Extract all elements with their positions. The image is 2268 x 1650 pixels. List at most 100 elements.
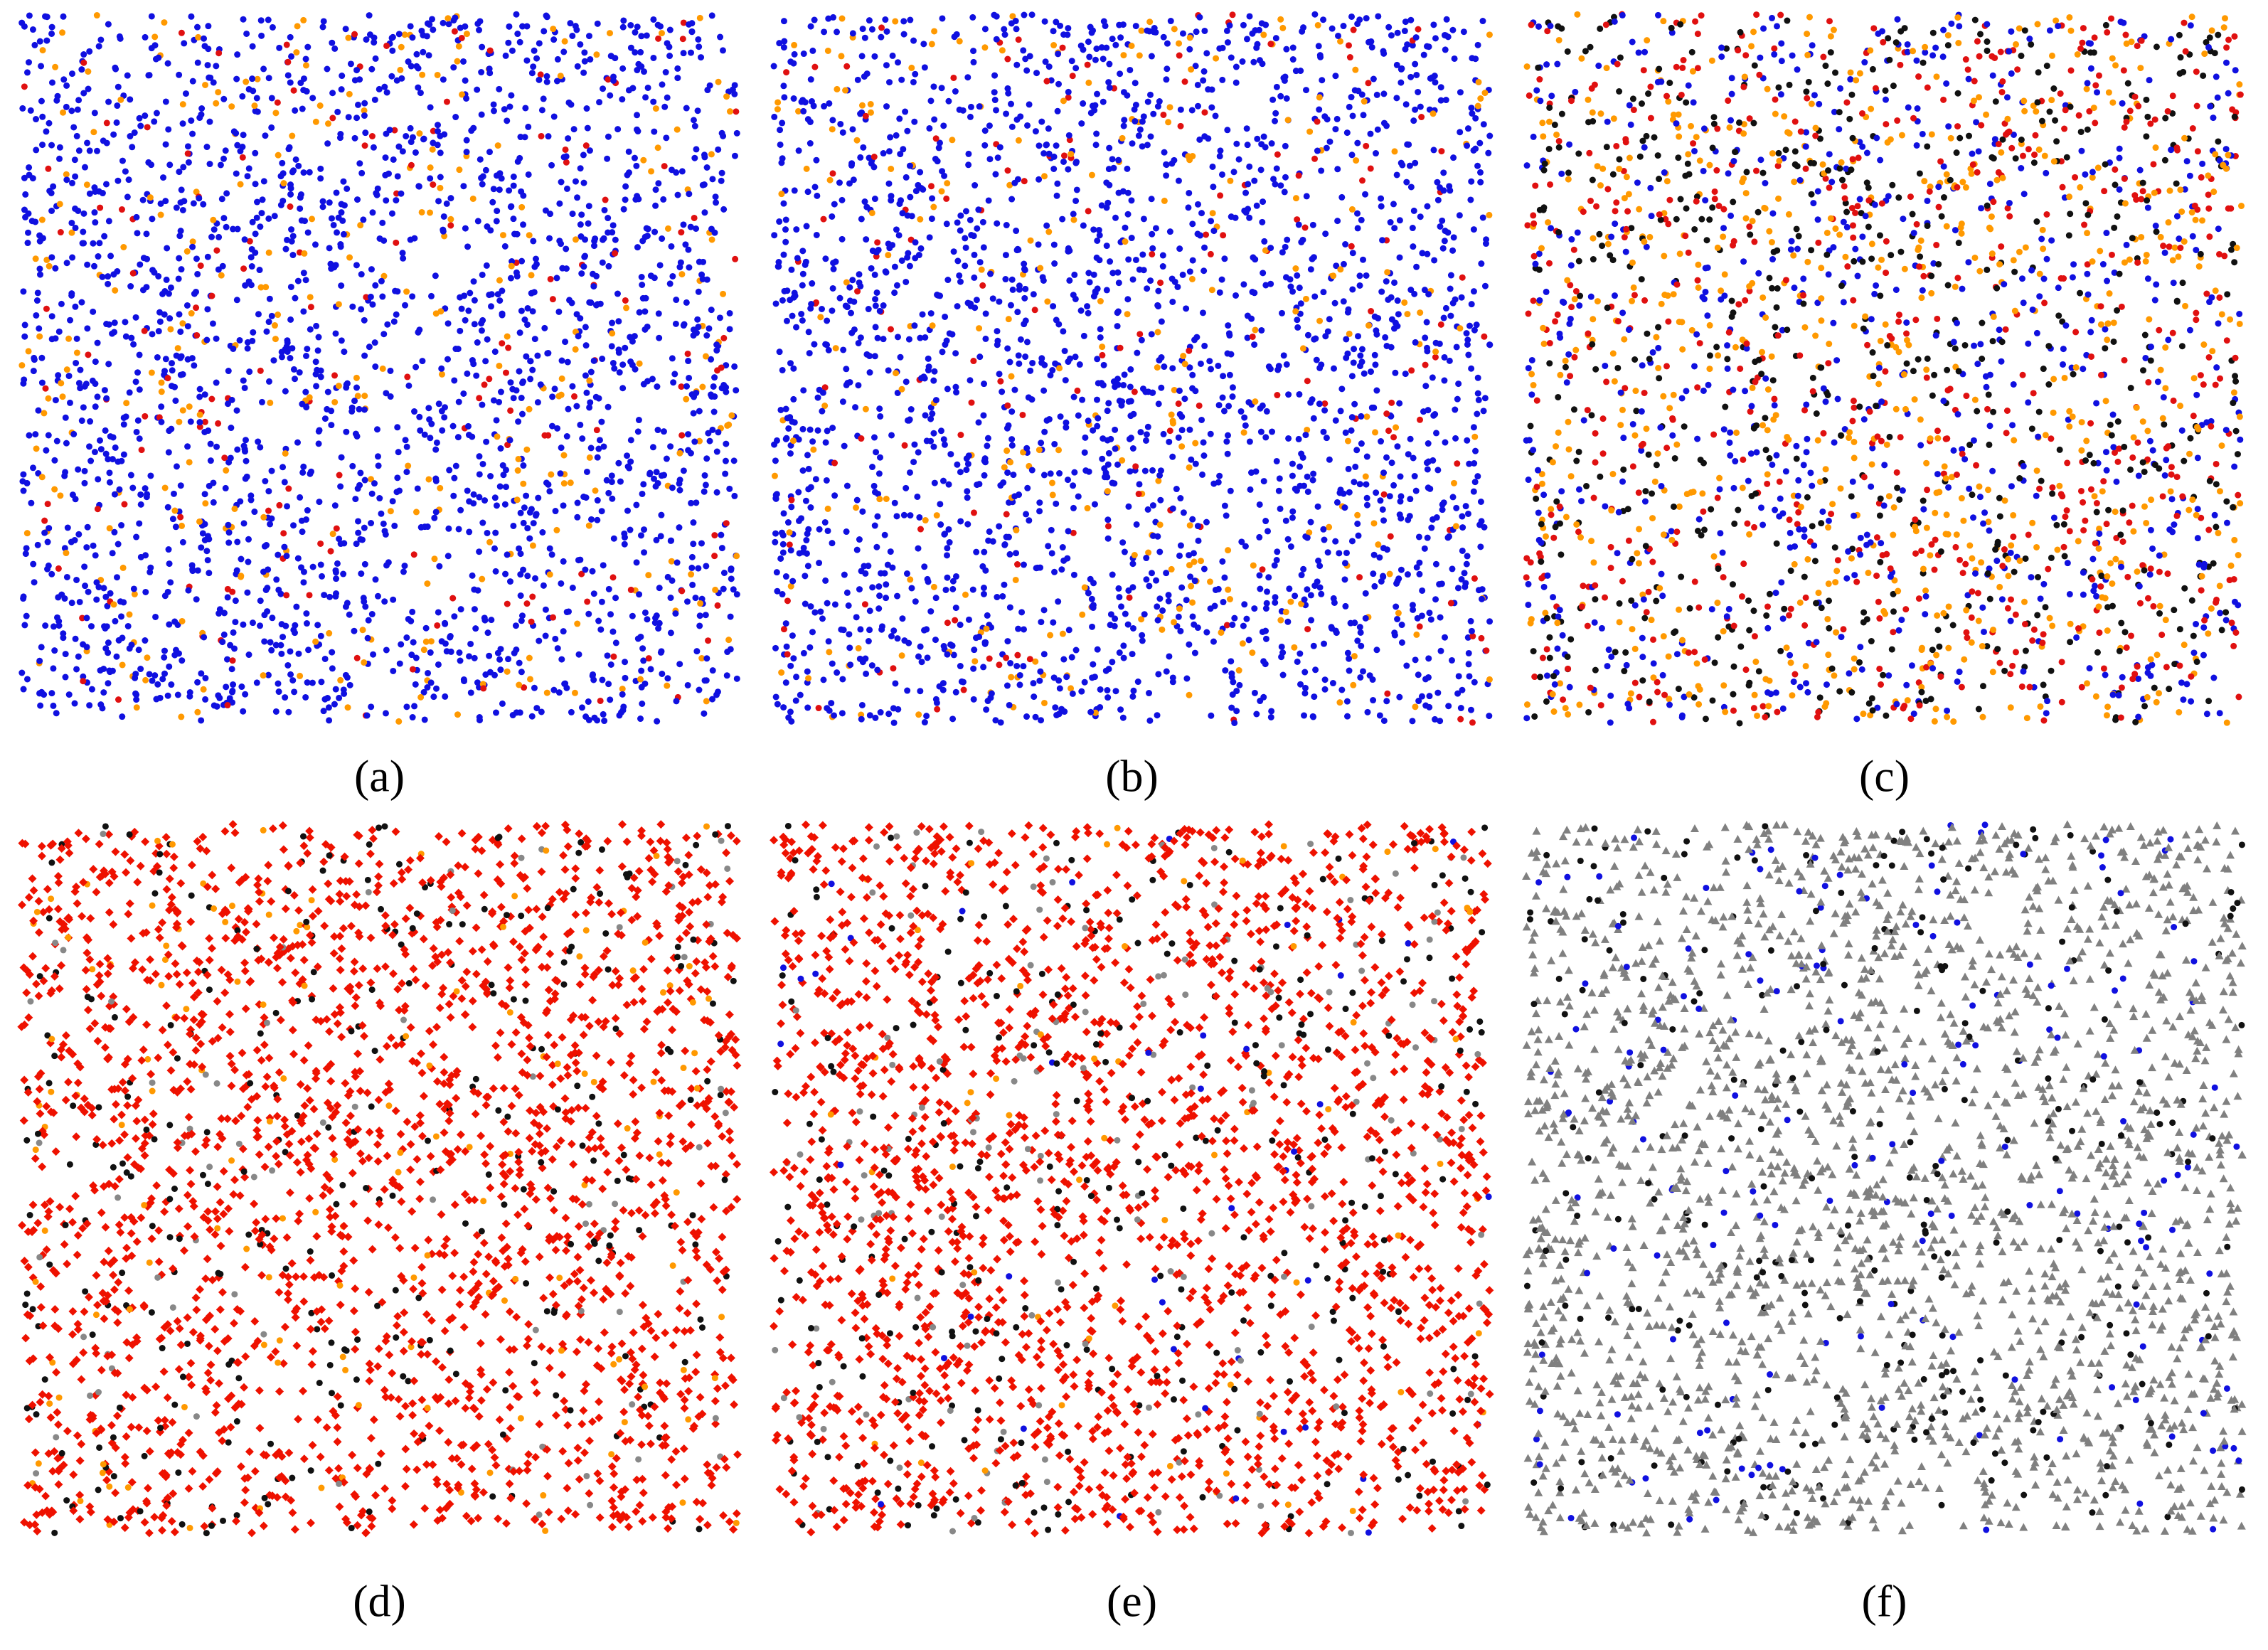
point (1150, 110, 1157, 117)
point (609, 360, 617, 367)
point (654, 383, 661, 390)
point (1299, 28, 1306, 35)
point (93, 579, 100, 586)
point (499, 700, 506, 707)
point (853, 504, 860, 511)
point (1470, 288, 1477, 295)
point (887, 326, 894, 333)
point (271, 213, 278, 220)
point (236, 336, 243, 344)
point (83, 614, 90, 622)
point (811, 63, 819, 70)
point (1367, 368, 1374, 376)
point (1085, 79, 1092, 86)
point (964, 488, 971, 495)
point (496, 483, 504, 490)
point (288, 53, 295, 60)
point (1006, 604, 1013, 611)
point (843, 381, 850, 388)
point (526, 232, 533, 239)
point (460, 58, 467, 65)
point (427, 435, 434, 442)
point (572, 236, 579, 243)
point (701, 710, 708, 717)
point (1097, 686, 1104, 693)
point (1280, 352, 1287, 359)
point (242, 691, 249, 698)
point (403, 132, 410, 139)
point (1071, 469, 1078, 476)
point (607, 92, 614, 99)
point (871, 434, 878, 441)
point (772, 495, 779, 502)
point (875, 470, 883, 477)
point (63, 573, 70, 580)
point (832, 345, 839, 352)
point (834, 28, 841, 36)
point (1114, 323, 1121, 330)
point (1459, 547, 1466, 554)
point (39, 142, 46, 149)
point (85, 588, 92, 595)
point (878, 570, 885, 577)
point (176, 418, 183, 425)
point (71, 156, 78, 164)
point (486, 47, 494, 54)
point (20, 595, 27, 602)
point (274, 99, 281, 106)
point (281, 479, 288, 486)
point (233, 129, 240, 137)
point (1089, 623, 1096, 630)
point (653, 536, 660, 543)
point (1316, 317, 1324, 324)
point (1037, 668, 1044, 675)
point (688, 571, 695, 578)
point (195, 33, 202, 41)
point (596, 99, 603, 106)
point (1351, 479, 1358, 486)
point (1084, 61, 1091, 68)
point (300, 270, 307, 277)
point (652, 202, 659, 209)
point (99, 705, 106, 712)
point (935, 144, 942, 151)
point (1231, 614, 1238, 622)
point (585, 203, 592, 210)
point (638, 63, 645, 70)
point (728, 412, 735, 419)
point (297, 191, 304, 198)
point (619, 23, 627, 31)
point (38, 688, 46, 696)
point (1419, 587, 1426, 594)
point (26, 164, 33, 171)
point (1165, 597, 1172, 605)
point (651, 128, 658, 135)
point (1379, 237, 1386, 244)
point (1149, 502, 1156, 509)
point (1458, 576, 1465, 583)
point (1340, 298, 1347, 305)
point (247, 282, 255, 289)
point (1371, 582, 1378, 590)
point (777, 127, 784, 134)
point (415, 65, 422, 72)
point (390, 667, 397, 674)
point (590, 283, 597, 290)
point (410, 551, 417, 558)
point (93, 12, 100, 19)
point (133, 704, 140, 711)
point (1149, 230, 1156, 238)
point (145, 72, 152, 79)
point (1024, 484, 1031, 491)
point (292, 156, 299, 163)
point (897, 353, 904, 361)
point (91, 209, 98, 216)
point (905, 250, 912, 257)
point (457, 506, 464, 513)
point (1088, 595, 1095, 602)
point (343, 428, 350, 435)
point (880, 302, 887, 309)
point (240, 520, 247, 527)
point (1393, 424, 1400, 431)
point (888, 632, 895, 639)
